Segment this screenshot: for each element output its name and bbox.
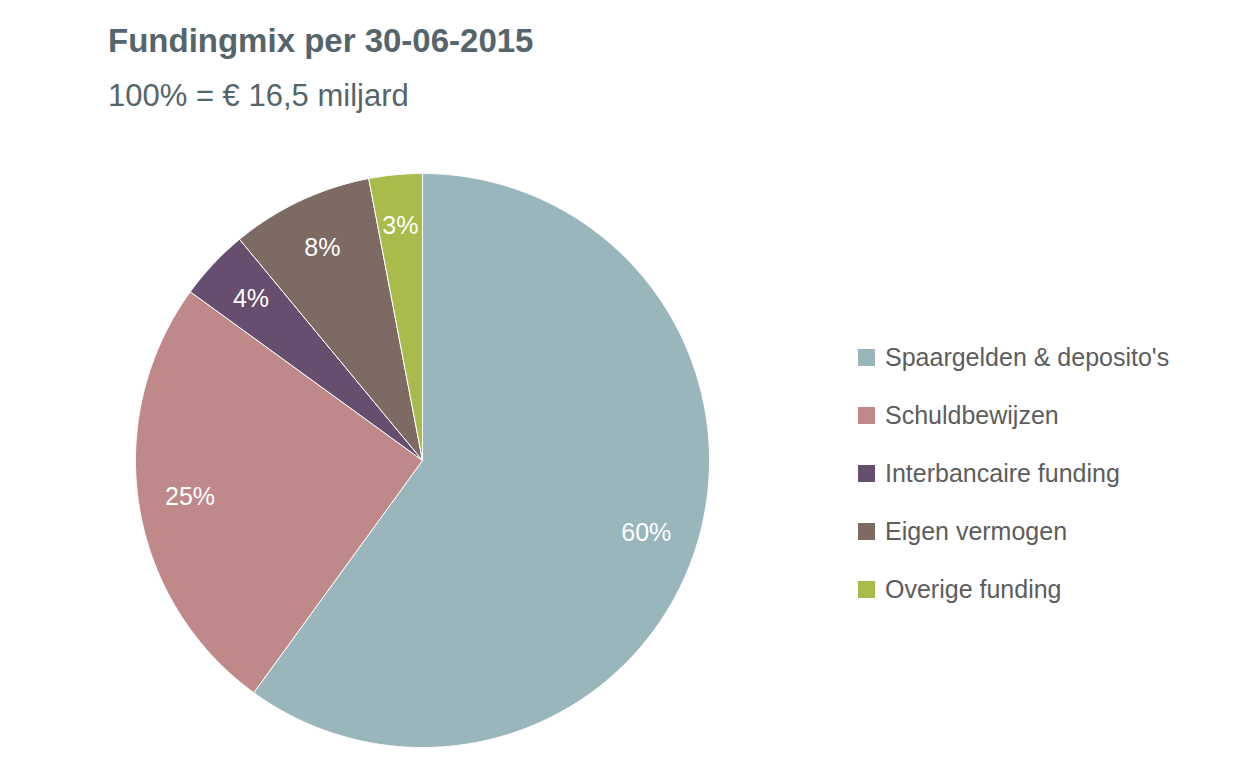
html-text:Fundingmix per 30-06-2015: Fundingmix per 30-06-2015 <box>108 22 534 59</box>
svg-text:25%: 25% <box>165 482 215 510</box>
html-text:100% = € 16,5 miljard: 100% = € 16,5 miljard <box>108 78 409 113</box>
svg-text:4%: 4% <box>233 284 269 312</box>
html-text:Eigen vermogen: Eigen vermogen <box>885 516 1068 545</box>
html-text:Schuldbewijzen: Schuldbewijzen <box>885 400 1059 429</box>
svg-text:60%: 60% <box>621 518 671 546</box>
html-text:Spaargelden & deposito's: Spaargelden & deposito's <box>885 342 1170 371</box>
svg-text:8%: 8% <box>304 233 340 261</box>
html-text:Overige funding: Overige funding <box>885 574 1062 603</box>
html-text:Interbancaire funding: Interbancaire funding <box>885 458 1120 487</box>
svg-text:3%: 3% <box>382 211 418 239</box>
